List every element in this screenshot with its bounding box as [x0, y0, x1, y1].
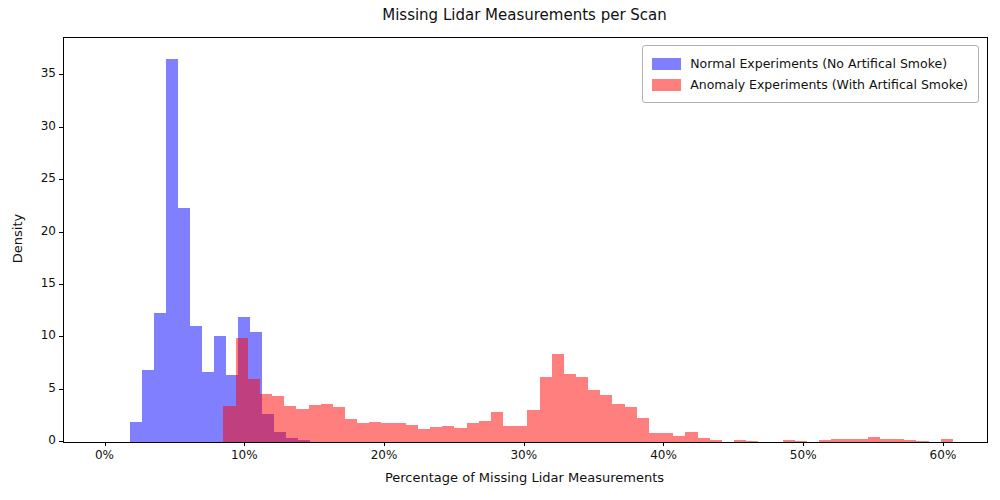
x-tick-label: 0%: [75, 448, 135, 462]
histogram-bar-anomaly: [467, 423, 479, 442]
legend-label-anomaly: Anomaly Experiments (With Artifical Smok…: [690, 77, 968, 92]
y-tick-label: 15: [0, 276, 56, 290]
y-tick-mark: [59, 74, 63, 75]
histogram-bar-anomaly: [904, 440, 916, 442]
y-tick-mark: [59, 127, 63, 128]
y-tick-mark: [59, 336, 63, 337]
y-tick-label: 20: [0, 224, 56, 238]
figure: Missing Lidar Measurements per Scan Dens…: [0, 0, 1000, 500]
histogram-bar-anomaly: [843, 439, 855, 442]
histogram-bar-anomaly: [491, 412, 503, 442]
histogram-bar-anomaly: [625, 407, 637, 442]
histogram-bar-anomaly: [637, 418, 649, 442]
x-tick-label: 10%: [214, 448, 274, 462]
histogram-bar-anomaly: [892, 439, 904, 442]
histogram-bar-anomaly: [296, 409, 308, 443]
histogram-bar-anomaly: [309, 405, 321, 442]
histogram-bar-anomaly: [795, 441, 807, 442]
y-axis-label: Density: [10, 139, 25, 339]
y-tick-label: 35: [0, 66, 56, 80]
x-tick-label: 50%: [773, 448, 833, 462]
histogram-bar-anomaly: [673, 436, 685, 442]
histogram-bar-anomaly: [698, 438, 710, 442]
x-tick-mark: [663, 442, 664, 446]
x-tick-mark: [384, 442, 385, 446]
chart-title: Missing Lidar Measurements per Scan: [63, 6, 986, 24]
histogram-bar-anomaly: [321, 404, 333, 442]
x-tick-mark: [803, 442, 804, 446]
histogram-bar-anomaly: [454, 428, 466, 442]
y-tick-label: 30: [0, 119, 56, 133]
histogram-bar-anomaly: [600, 395, 612, 442]
histogram-bar-anomaly: [381, 423, 393, 442]
histogram-bar-anomaly: [442, 426, 454, 442]
histogram-bar-anomaly: [734, 440, 746, 442]
y-tick-label: 0: [0, 433, 56, 447]
histogram-bar-anomaly: [612, 404, 624, 442]
x-tick-mark: [524, 442, 525, 446]
histogram-bar-anomaly: [831, 439, 843, 442]
histogram-bar-anomaly: [576, 377, 588, 442]
y-tick-mark: [59, 284, 63, 285]
histogram-bar-anomaly: [430, 427, 442, 442]
histogram-bar-anomaly: [649, 433, 661, 442]
y-tick-label: 5: [0, 381, 56, 395]
histogram-bar-anomaly: [236, 338, 248, 442]
histogram-bar-anomaly: [552, 354, 564, 442]
histogram-bar-anomaly: [588, 390, 600, 442]
histogram-bar-anomaly: [260, 394, 272, 442]
y-tick-mark: [59, 389, 63, 390]
x-tick-mark: [943, 442, 944, 446]
plot-area: Normal Experiments (No Artifical Smoke) …: [63, 37, 988, 443]
y-tick-mark: [59, 232, 63, 233]
x-axis-label: Percentage of Missing Lidar Measurements: [63, 470, 986, 485]
histogram-bar-anomaly: [369, 422, 381, 442]
histogram-bar-anomaly: [746, 441, 758, 442]
histogram-bar-anomaly: [856, 439, 868, 442]
histogram-bar-anomaly: [418, 429, 430, 442]
y-tick-label: 10: [0, 328, 56, 342]
histogram-bar-anomaly: [357, 423, 369, 442]
histogram-bar-anomaly: [248, 379, 260, 442]
histogram-bar-anomaly: [284, 406, 296, 442]
x-tick-label: 40%: [633, 448, 693, 462]
y-tick-mark: [59, 441, 63, 442]
histogram-bar-anomaly: [479, 421, 491, 442]
histogram-bar-anomaly: [394, 423, 406, 442]
x-tick-mark: [244, 442, 245, 446]
histogram-bar-anomaly: [880, 439, 892, 442]
histogram-bar-anomaly: [783, 440, 795, 442]
legend-swatch-normal-icon: [652, 58, 681, 70]
histogram-bar-anomaly: [564, 374, 576, 442]
legend: Normal Experiments (No Artifical Smoke) …: [642, 45, 979, 103]
legend-swatch-anomaly-icon: [652, 79, 681, 91]
histogram-bar-anomaly: [819, 440, 831, 442]
x-tick-label: 60%: [913, 448, 973, 462]
histogram-bar-anomaly: [710, 440, 722, 442]
histogram-bar-anomaly: [685, 432, 697, 442]
histogram-bar-anomaly: [223, 406, 235, 442]
histogram-bar-anomaly: [540, 377, 552, 442]
histogram-bar-anomaly: [345, 419, 357, 442]
histogram-bar-anomaly: [503, 426, 515, 442]
histogram-bar-anomaly: [916, 441, 928, 442]
y-tick-label: 25: [0, 171, 56, 185]
y-tick-mark: [59, 179, 63, 180]
legend-entry-anomaly: Anomaly Experiments (With Artifical Smok…: [652, 74, 968, 95]
x-tick-label: 30%: [494, 448, 554, 462]
histogram-bar-anomaly: [527, 410, 539, 442]
histogram-bar-anomaly: [661, 433, 673, 442]
histogram-bar-anomaly: [333, 407, 345, 442]
histogram-bar-anomaly: [406, 425, 418, 442]
legend-label-normal: Normal Experiments (No Artifical Smoke): [690, 56, 947, 71]
x-tick-mark: [105, 442, 106, 446]
x-tick-label: 20%: [354, 448, 414, 462]
histogram-bar-anomaly: [515, 426, 527, 442]
histogram-bar-anomaly: [868, 437, 880, 442]
histogram-bar-anomaly: [272, 396, 284, 442]
legend-entry-normal: Normal Experiments (No Artifical Smoke): [652, 53, 968, 74]
